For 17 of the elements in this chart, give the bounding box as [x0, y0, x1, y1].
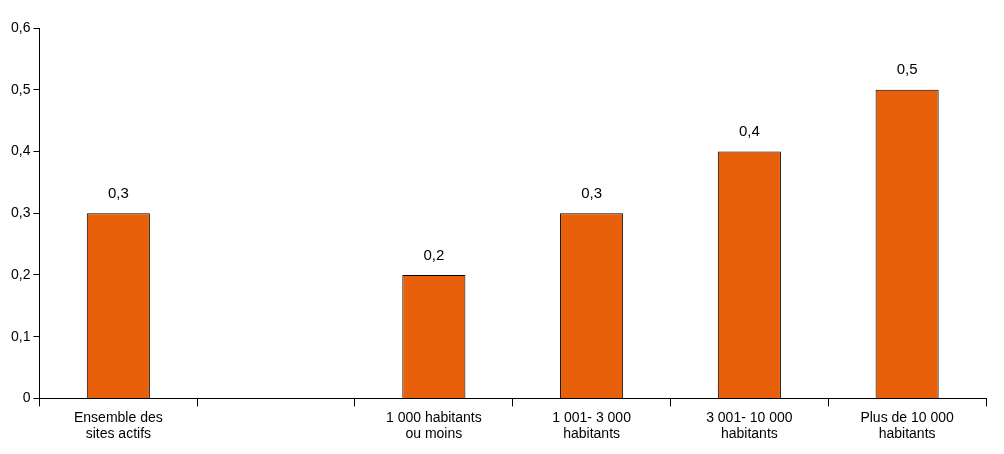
x-tick-label: 1 000 habitants ou moins: [385, 408, 482, 442]
y-tick-label: 0,5: [10, 80, 31, 97]
data-label: 0,4: [738, 122, 760, 140]
y-tick-label: 0,1: [10, 327, 31, 344]
data-label: 0,2: [423, 245, 445, 263]
x-tick-label: 3 001- 10 000 habitants: [706, 408, 793, 442]
y-tick-label: 0,2: [10, 265, 31, 282]
y-tick-label: 0,6: [10, 18, 31, 35]
x-tick-label: Ensemble des sites actifs: [73, 408, 163, 442]
y-tick-label: 0,3: [10, 204, 31, 221]
x-tick-label: Plus de 10 000 habitants: [860, 408, 955, 442]
x-tick-label: 1 001- 3 000 habitants: [552, 408, 632, 442]
y-tick-label: 0,4: [10, 142, 31, 159]
y-tick-label: 0: [22, 389, 31, 406]
data-label: 0,5: [896, 60, 918, 78]
data-label: 0,3: [107, 183, 129, 201]
data-label: 0,3: [581, 183, 603, 201]
